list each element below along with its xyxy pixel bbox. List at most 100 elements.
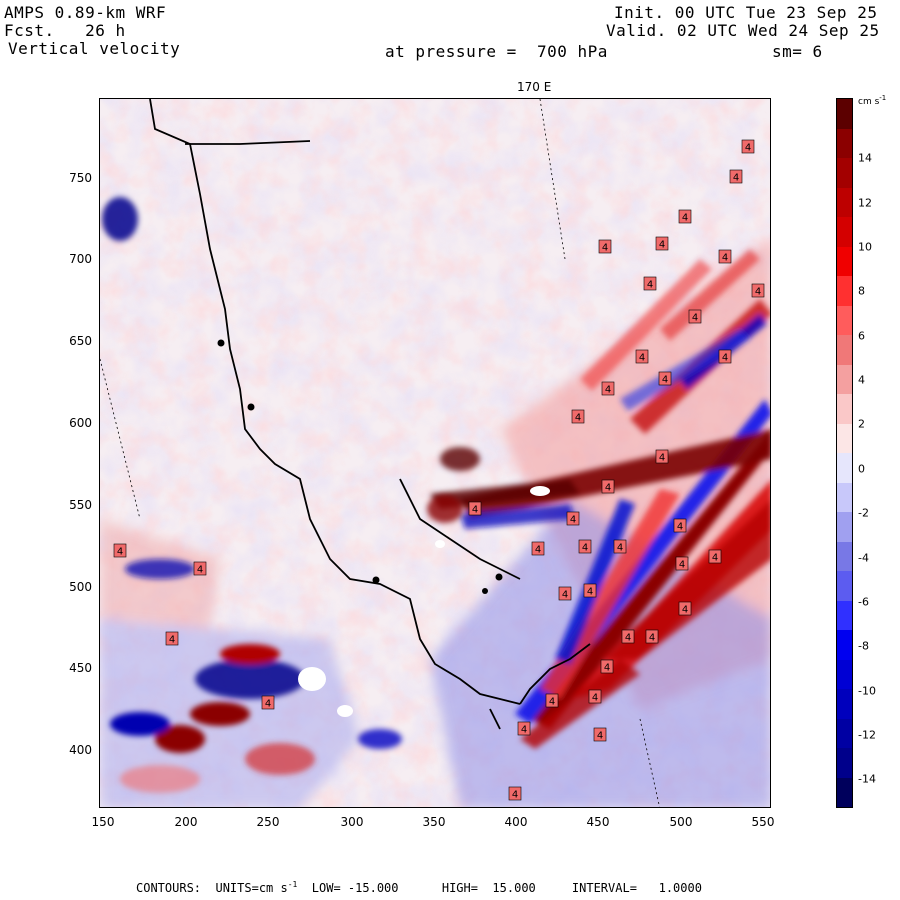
y-tick-label: 450 — [69, 661, 92, 675]
contour-label-box — [193, 561, 207, 576]
colorbar-swatch — [837, 364, 852, 394]
contour-label: 4 — [682, 213, 688, 224]
contour-label: 4 — [659, 240, 665, 251]
contour-label: 4 — [649, 633, 655, 644]
y-tick-label: 500 — [69, 580, 92, 594]
colorbar-swatch — [837, 217, 852, 247]
contour-label: 4 — [197, 565, 203, 576]
colorbar-swatch — [837, 630, 852, 660]
colorbar-swatch — [837, 158, 852, 188]
colorbar-swatch — [837, 246, 852, 276]
strong-bands — [430, 249, 770, 749]
contour-label: 4 — [535, 545, 541, 556]
x-tick-label: 550 — [751, 815, 775, 829]
colorbar-label: -12 — [858, 728, 876, 742]
x-tick-label: 500 — [669, 815, 693, 829]
x-tick-label: 200 — [174, 815, 198, 829]
valid-time: Valid. 02 UTC Wed 24 Sep 25 — [606, 21, 880, 40]
contour-label: 4 — [617, 543, 623, 554]
contour-label: 4 — [733, 173, 739, 184]
contour-label-box — [643, 276, 657, 291]
y-tick-label: 750 — [69, 171, 92, 185]
contour-info-range: LOW= -15.000 HIGH= 15.000 INTERVAL= 1.00… — [297, 881, 702, 895]
contour-label: 4 — [587, 587, 593, 598]
contour-label-box — [675, 556, 689, 571]
colorbar-swatch — [837, 718, 852, 748]
contour-label: 4 — [117, 547, 123, 558]
contour-label-box — [718, 349, 732, 364]
contour-label: 4 — [592, 693, 598, 704]
colorbar-swatch — [837, 659, 852, 689]
colorbar-swatch — [837, 689, 852, 719]
contour-labels: 4 4 4 4 4 4 4 4 4 4 4 4 4 4 4 4 4 4 4 4 4 4 4 4 4 4 4 4 4 4 4 4 4 4 4 4 4 4 4 — [113, 139, 765, 801]
colorbar-swatch — [837, 305, 852, 335]
colorbar-swatch — [837, 600, 852, 630]
colorbar-swatch — [837, 276, 852, 306]
y-tick-label: 600 — [69, 416, 92, 430]
contour-label: 4 — [512, 790, 518, 801]
contour-label: 4 — [582, 543, 588, 554]
contour-label: 4 — [692, 313, 698, 324]
station-markers — [217, 339, 503, 594]
contour-label-box — [531, 541, 545, 556]
contour-label-box — [508, 786, 522, 801]
contour-label-box — [558, 586, 572, 601]
y-tick-label: 700 — [69, 252, 92, 266]
contour-label-box — [729, 169, 743, 184]
colorbar-swatch — [837, 777, 852, 807]
colorbar-label: -2 — [858, 506, 869, 520]
contour-label: 4 — [521, 725, 527, 736]
colorbar-swatch — [837, 99, 852, 129]
y-tick-label: 400 — [69, 743, 92, 757]
contour-label: 4 — [659, 453, 665, 464]
smoothing-label: sm= 6 — [772, 42, 823, 61]
contour-label-box — [688, 309, 702, 324]
contour-label: 4 — [472, 505, 478, 516]
contour-label-box — [673, 518, 687, 533]
contour-label: 4 — [605, 483, 611, 494]
contour-info: CONTOURS: UNITS=cm s-1 LOW= -15.000 HIGH… — [136, 880, 702, 895]
missing-data-spots — [298, 486, 550, 717]
colorbar-swatch — [837, 453, 852, 483]
contour-label-box — [593, 727, 607, 742]
contour-label: 4 — [575, 413, 581, 424]
contour-label-box — [655, 236, 669, 251]
contour-label-box — [678, 601, 692, 616]
x-tick-label: 250 — [256, 815, 280, 829]
contour-label-box — [517, 721, 531, 736]
colorbar-units-text: cm s — [858, 97, 880, 107]
contour-label: 4 — [745, 143, 751, 154]
contour-label-box — [718, 249, 732, 264]
contour-label: 4 — [712, 553, 718, 564]
colorbar-label: 14 — [858, 151, 872, 165]
colorbar-swatch — [837, 571, 852, 601]
x-tick-label: 400 — [504, 815, 528, 829]
colorbar-swatch — [837, 128, 852, 158]
vertical-velocity-map: 4 4 4 4 4 4 4 4 4 4 4 4 4 4 4 4 4 4 4 4 4 4 4 4 4 4 4 4 4 4 4 4 4 4 4 4 4 4 4 — [99, 98, 771, 808]
contour-label-box — [678, 209, 692, 224]
contour-label: 4 — [605, 385, 611, 396]
contour-label: 4 — [570, 515, 576, 526]
contour-label: 4 — [169, 635, 175, 646]
colorbar-label: 2 — [858, 417, 865, 431]
contour-label: 4 — [679, 560, 685, 571]
contour-label-box — [113, 543, 127, 558]
y-tick-label: 650 — [69, 334, 92, 348]
contour-label-box — [165, 631, 179, 646]
contour-label: 4 — [722, 253, 728, 264]
contour-label: 4 — [755, 287, 761, 298]
contour-label: 4 — [677, 522, 683, 533]
colorbar-swatch — [837, 423, 852, 453]
contour-label-box — [468, 501, 482, 516]
colorbar-swatch — [837, 187, 852, 217]
colorbar-swatch — [837, 748, 852, 778]
colorbar-swatch — [837, 335, 852, 365]
colorbar-swatch — [837, 512, 852, 542]
model-title: AMPS 0.89-km WRF — [4, 3, 167, 22]
contour-label-box — [601, 381, 615, 396]
southwest-cluster — [102, 197, 480, 793]
contour-label-box — [261, 695, 275, 710]
init-time: Init. 00 UTC Tue 23 Sep 25 — [614, 3, 878, 22]
colorbar-units: cm s-1 — [858, 94, 886, 107]
x-tick-label: 300 — [340, 815, 364, 829]
